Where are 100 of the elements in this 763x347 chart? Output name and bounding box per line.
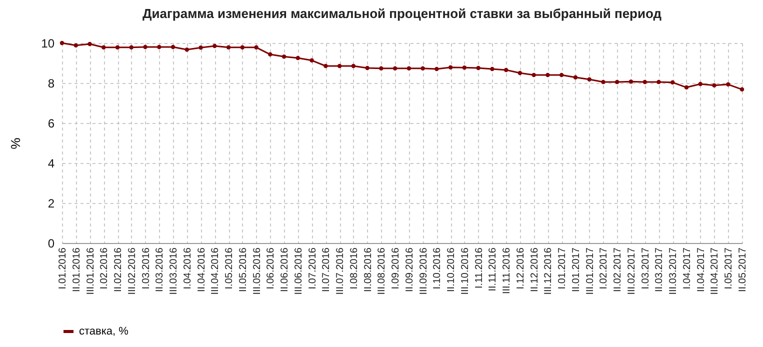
point <box>351 64 356 68</box>
x-tick-label: II.07.2016 <box>321 247 332 292</box>
x-tick-label: I.11.2016 <box>474 247 485 288</box>
x-tick-label: III.01.2016 <box>85 247 96 295</box>
point <box>240 45 245 50</box>
point <box>573 75 578 80</box>
x-tick-label: II.03.2016 <box>154 247 166 292</box>
point <box>337 64 342 68</box>
x-tick-label: I.05.2017 <box>724 247 735 290</box>
point <box>254 45 258 50</box>
x-tick-label: II.02.2016 <box>113 247 124 292</box>
x-tick-label: I.06.2016 <box>266 247 277 290</box>
point <box>670 80 675 85</box>
y-axis-title: % <box>8 137 24 150</box>
x-tick-label: I.02.2016 <box>99 247 110 290</box>
point <box>614 80 620 84</box>
point <box>740 87 744 92</box>
point <box>448 65 453 70</box>
x-tick-label: I.04.2017 <box>682 247 693 290</box>
point <box>476 66 480 70</box>
point <box>642 80 647 84</box>
point <box>504 68 508 72</box>
x-tick-label: II.08.2016 <box>362 247 374 292</box>
point <box>434 66 439 72</box>
x-tick-label: II.03.2017 <box>654 247 666 292</box>
x-tick-label: I.03.2016 <box>140 247 152 290</box>
x-tick-label: II.11.2016 <box>488 247 499 292</box>
point <box>628 79 634 84</box>
point <box>282 54 286 59</box>
x-tick-label: II.04.2016 <box>196 247 208 292</box>
x-tick-label: I.04.2016 <box>182 247 194 290</box>
x-tick-label: II.10.2016 <box>446 247 458 292</box>
y-tick-label: 10 <box>41 36 55 50</box>
point <box>212 44 217 48</box>
point <box>157 44 162 50</box>
point <box>698 82 702 86</box>
point <box>420 66 425 71</box>
y-tick-label: 2 <box>48 196 55 210</box>
point <box>559 72 564 78</box>
point <box>184 47 190 52</box>
point <box>102 45 106 50</box>
x-tick-label: I.09.2016 <box>390 247 402 290</box>
point <box>712 83 716 88</box>
x-tick-label: II.05.2016 <box>238 247 249 292</box>
x-tick-label: III.05.2016 <box>252 247 263 295</box>
x-tick-label: III.02.2016 <box>126 247 138 295</box>
y-tick-label: 8 <box>48 76 55 90</box>
point <box>143 44 148 50</box>
point <box>129 45 134 50</box>
x-tick-label: III.11.2016 <box>502 247 513 294</box>
x-tick-label: III.06.2016 <box>293 247 304 295</box>
point <box>587 77 592 82</box>
y-tick-label: 6 <box>48 116 55 130</box>
x-tick-label: II.02.2017 <box>612 247 624 292</box>
point <box>88 42 92 46</box>
x-tick-label: III.04.2017 <box>710 247 721 295</box>
x-tick-label: II.04.2017 <box>696 247 707 292</box>
x-tick-label: II.06.2016 <box>280 247 291 292</box>
point <box>324 64 328 68</box>
x-tick-label: III.03.2016 <box>168 247 180 295</box>
x-tick-label: I.01.2017 <box>557 247 568 290</box>
point <box>518 70 522 76</box>
x-tick-label: III.02.2017 <box>626 247 638 295</box>
x-tick-label: II.12.2016 <box>529 247 540 292</box>
point <box>170 44 176 50</box>
y-tick-label: 4 <box>48 156 55 170</box>
point <box>60 40 64 46</box>
x-tick-label: I.03.2017 <box>640 247 652 290</box>
x-tick-label: III.07.2016 <box>335 247 346 295</box>
x-tick-label: II.09.2016 <box>404 247 416 292</box>
x-tick-label: I.07.2016 <box>307 247 318 290</box>
x-tick-label: III.12.2016 <box>543 247 554 295</box>
x-tick-label: I.12.2016 <box>515 247 526 290</box>
x-tick-label: III.04.2016 <box>210 247 222 295</box>
point <box>74 43 78 48</box>
x-tick-label: I.08.2016 <box>348 247 360 290</box>
legend-label: ставка, % <box>79 326 129 338</box>
x-tick-label: I.01.2016 <box>58 247 68 290</box>
point <box>268 52 272 57</box>
point <box>726 82 730 87</box>
point <box>406 66 412 71</box>
point <box>115 45 120 50</box>
x-tick-label: II.01.2016 <box>71 247 82 292</box>
x-tick-label: II.01.2017 <box>570 247 582 292</box>
x-tick-label: III.03.2017 <box>668 247 680 295</box>
point <box>656 80 661 84</box>
x-tick-label: I.02.2017 <box>598 247 610 290</box>
point <box>226 45 231 50</box>
point <box>532 72 536 78</box>
point <box>379 66 384 71</box>
point <box>310 58 314 63</box>
x-tick-label: I.05.2016 <box>224 247 236 290</box>
x-tick-label: III.09.2016 <box>418 247 430 295</box>
point <box>462 65 467 70</box>
point <box>296 56 300 60</box>
x-tick-label: III.01.2017 <box>584 247 596 295</box>
x-tick-label: III.10.2016 <box>460 247 471 295</box>
point <box>365 66 370 70</box>
chart-title: Диаграмма изменения максимальной процентной ставки за выбранный период <box>142 6 662 21</box>
point <box>490 66 494 72</box>
